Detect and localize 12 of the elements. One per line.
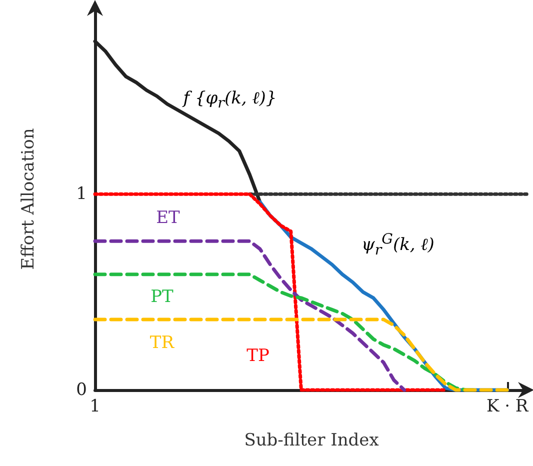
annotation: ψ$_{r}$$^{G}$(k, ℓ) [362, 231, 434, 259]
x-tick-label: K · R [486, 396, 530, 416]
annotation: f {φ$_{r}$(k, ℓ)} [183, 88, 277, 112]
y-axis-title: Effort Allocation [18, 128, 38, 270]
line-series [93, 192, 448, 392]
series-label: TP [246, 346, 270, 366]
series-label: PT [150, 287, 174, 307]
line-series [93, 318, 510, 392]
y-tick-label: 0 [76, 380, 87, 400]
series-label: ET [156, 208, 180, 228]
x-axis-title: Sub-filter Index [244, 430, 380, 450]
series-label: TR [150, 333, 174, 353]
